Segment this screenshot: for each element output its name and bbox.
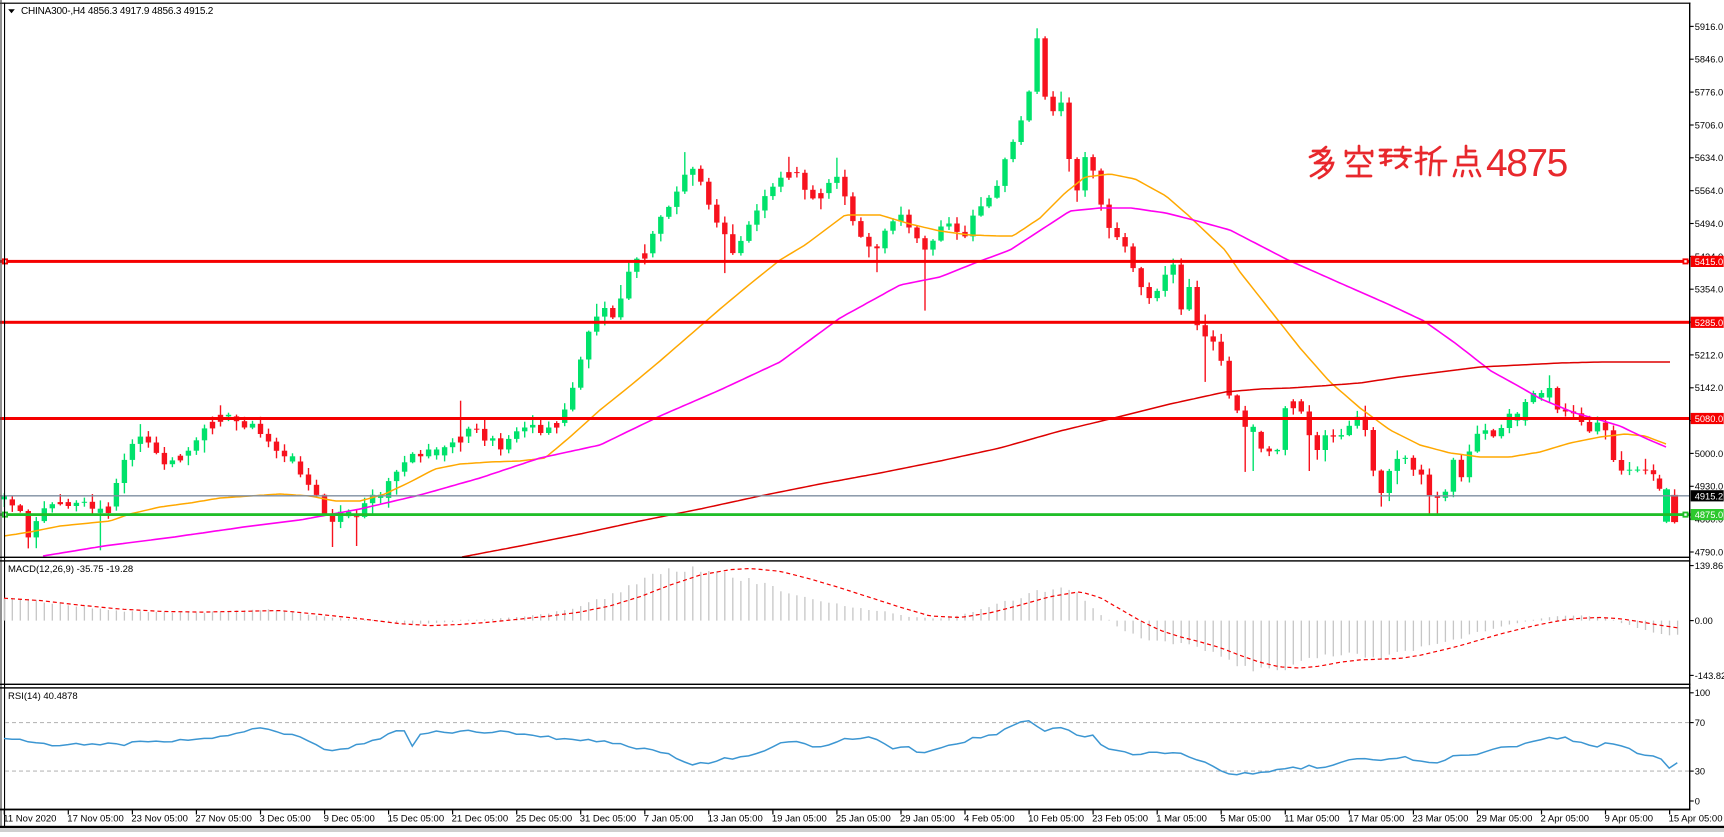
svg-text:19 Jan 05:00: 19 Jan 05:00 bbox=[772, 814, 827, 825]
svg-text:4875.0: 4875.0 bbox=[1695, 510, 1723, 520]
svg-text:9 Apr 05:00: 9 Apr 05:00 bbox=[1605, 814, 1654, 825]
svg-text:27 Nov 05:00: 27 Nov 05:00 bbox=[195, 814, 252, 825]
svg-text:139.86: 139.86 bbox=[1695, 561, 1723, 571]
svg-text:4915.2: 4915.2 bbox=[1695, 491, 1723, 501]
svg-text:5142.0: 5142.0 bbox=[1695, 383, 1723, 393]
svg-text:-143.82: -143.82 bbox=[1695, 671, 1724, 681]
svg-text:5212.0: 5212.0 bbox=[1695, 350, 1723, 360]
svg-text:RSI(14) 40.4878: RSI(14) 40.4878 bbox=[8, 691, 78, 702]
svg-text:25 Jan 05:00: 25 Jan 05:00 bbox=[836, 814, 891, 825]
svg-text:7 Jan 05:00: 7 Jan 05:00 bbox=[644, 814, 694, 825]
svg-text:23 Feb 05:00: 23 Feb 05:00 bbox=[1092, 814, 1148, 825]
svg-text:31 Dec 05:00: 31 Dec 05:00 bbox=[580, 814, 637, 825]
svg-text:17 Nov 05:00: 17 Nov 05:00 bbox=[67, 814, 124, 825]
svg-text:2 Apr 05:00: 2 Apr 05:00 bbox=[1541, 814, 1590, 825]
svg-text:23 Mar 05:00: 23 Mar 05:00 bbox=[1412, 814, 1468, 825]
svg-text:11 Nov 2020: 11 Nov 2020 bbox=[3, 814, 56, 825]
svg-text:1 Mar 05:00: 1 Mar 05:00 bbox=[1156, 814, 1207, 825]
svg-text:17 Mar 05:00: 17 Mar 05:00 bbox=[1348, 814, 1404, 825]
svg-text:15 Dec 05:00: 15 Dec 05:00 bbox=[388, 814, 445, 825]
svg-text:5494.0: 5494.0 bbox=[1695, 219, 1723, 229]
svg-text:10 Feb 05:00: 10 Feb 05:00 bbox=[1028, 814, 1084, 825]
svg-text:4790.0: 4790.0 bbox=[1695, 547, 1723, 557]
svg-text:5706.0: 5706.0 bbox=[1695, 120, 1723, 130]
svg-text:0.00: 0.00 bbox=[1695, 616, 1713, 626]
svg-text:5564.0: 5564.0 bbox=[1695, 186, 1723, 196]
svg-text:29 Mar 05:00: 29 Mar 05:00 bbox=[1476, 814, 1532, 825]
svg-text:5354.0: 5354.0 bbox=[1695, 285, 1723, 295]
svg-text:11 Mar 05:00: 11 Mar 05:00 bbox=[1284, 814, 1339, 825]
svg-text:13 Jan 05:00: 13 Jan 05:00 bbox=[708, 814, 763, 825]
svg-text:0: 0 bbox=[1695, 796, 1700, 806]
svg-text:29 Jan 05:00: 29 Jan 05:00 bbox=[900, 814, 955, 825]
svg-text:21 Dec 05:00: 21 Dec 05:00 bbox=[452, 814, 509, 825]
svg-text:23 Nov 05:00: 23 Nov 05:00 bbox=[131, 814, 188, 825]
svg-text:70: 70 bbox=[1695, 718, 1705, 728]
svg-text:MACD(12,26,9) -35.75 -19.28: MACD(12,26,9) -35.75 -19.28 bbox=[8, 564, 133, 575]
svg-text:30: 30 bbox=[1695, 767, 1705, 777]
svg-text:9 Dec 05:00: 9 Dec 05:00 bbox=[324, 814, 375, 825]
svg-text:100: 100 bbox=[1695, 688, 1711, 698]
svg-text:5 Mar 05:00: 5 Mar 05:00 bbox=[1220, 814, 1271, 825]
svg-text:5415.0: 5415.0 bbox=[1695, 257, 1723, 267]
svg-text:4875: 4875 bbox=[1486, 142, 1568, 185]
svg-text:25 Dec 05:00: 25 Dec 05:00 bbox=[516, 814, 573, 825]
svg-text:CHINA300-,H4 4856.3 4917.9 48: CHINA300-,H4 4856.3 4917.9 4856.3 4915.2 bbox=[21, 6, 214, 17]
svg-text:5285.0: 5285.0 bbox=[1695, 318, 1723, 328]
svg-text:4930.0: 4930.0 bbox=[1695, 482, 1723, 492]
svg-text:5634.0: 5634.0 bbox=[1695, 153, 1723, 163]
svg-text:4 Feb 05:00: 4 Feb 05:00 bbox=[964, 814, 1015, 825]
svg-text:5846.0: 5846.0 bbox=[1695, 55, 1723, 65]
svg-text:5916.0: 5916.0 bbox=[1695, 22, 1723, 32]
svg-text:5080.0: 5080.0 bbox=[1695, 414, 1723, 424]
svg-text:15 Apr 05:00: 15 Apr 05:00 bbox=[1669, 814, 1723, 825]
svg-text:5776.0: 5776.0 bbox=[1695, 88, 1723, 98]
svg-text:3 Dec 05:00: 3 Dec 05:00 bbox=[260, 814, 311, 825]
svg-text:5000.0: 5000.0 bbox=[1695, 449, 1723, 459]
